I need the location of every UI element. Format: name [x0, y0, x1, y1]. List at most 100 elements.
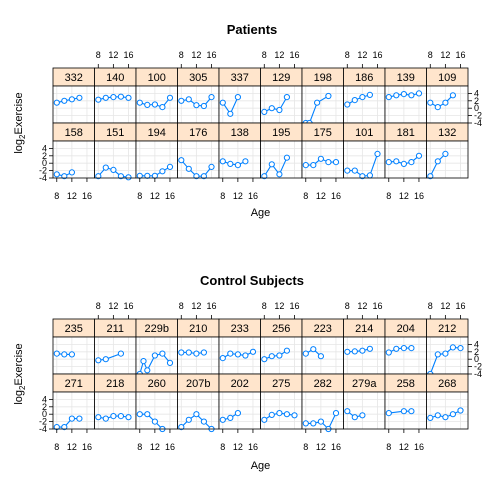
- panel: 233: [218, 318, 261, 375]
- data-point: [136, 411, 143, 418]
- series-line: [388, 347, 412, 353]
- data-point: [234, 410, 241, 417]
- data-point: [385, 94, 392, 101]
- data-point: [159, 104, 166, 111]
- panel: 210 8 12 16: [177, 301, 220, 375]
- data-point: [102, 94, 109, 101]
- panel-background: [385, 141, 427, 178]
- series-line: [347, 348, 371, 353]
- data-point: [415, 90, 423, 97]
- panel: 140 8 12 16: [94, 50, 137, 124]
- data-point: [359, 412, 366, 419]
- x-tick-label: 16: [206, 301, 216, 311]
- panel: 258 8 12 16: [384, 373, 427, 452]
- data-point: [434, 158, 441, 165]
- x-tick-label: 12: [316, 191, 326, 201]
- data-point: [102, 356, 109, 363]
- data-point: [68, 169, 76, 176]
- data-point: [227, 414, 234, 421]
- panel: 204: [384, 318, 427, 375]
- data-point: [53, 171, 60, 178]
- panel: 229b: [135, 318, 178, 378]
- panel-strip-label: 233: [231, 323, 249, 335]
- panel-border: [426, 391, 469, 430]
- x-tick-label: 16: [206, 50, 216, 60]
- data-point: [302, 162, 309, 169]
- data-point: [125, 414, 132, 421]
- x-tick-label: 8: [345, 50, 350, 60]
- panel-background: [53, 392, 95, 429]
- data-point: [408, 92, 415, 99]
- data-point: [166, 359, 174, 366]
- data-point: [393, 345, 400, 352]
- x-tick-label: 16: [331, 191, 341, 201]
- x-tick-label: 12: [191, 301, 201, 311]
- data-point: [283, 94, 290, 101]
- data-point: [276, 171, 283, 178]
- series-line: [264, 96, 288, 113]
- panel-strip-label: 198: [314, 72, 332, 84]
- panel-strip-label: 158: [65, 127, 83, 139]
- panel-strip-label: 202: [231, 378, 249, 390]
- data-point: [385, 159, 392, 166]
- data-point: [234, 94, 241, 101]
- chart-title: Patients: [227, 22, 278, 37]
- panel-strip-label: 211: [106, 323, 124, 335]
- data-point: [408, 345, 415, 352]
- x-tick-label: 8: [54, 442, 59, 452]
- panel: 175 8 12 16: [301, 122, 344, 201]
- data-point: [427, 173, 434, 180]
- x-tick-label: 8: [137, 442, 142, 452]
- data-point: [434, 412, 441, 419]
- panel: 186 8 12 16: [343, 50, 386, 124]
- x-tick-label: 8: [179, 50, 184, 60]
- data-point: [95, 414, 102, 421]
- panel: 151: [94, 122, 137, 181]
- data-point: [53, 99, 60, 106]
- data-point: [193, 102, 200, 109]
- panel-strip-label: 204: [397, 323, 415, 335]
- panel-background: [426, 141, 468, 178]
- data-point: [314, 99, 321, 106]
- data-point: [268, 161, 275, 168]
- data-point: [227, 110, 234, 117]
- data-point: [200, 102, 207, 110]
- panel-background: [343, 392, 385, 429]
- panel: 256 8 12 16: [260, 301, 303, 375]
- panel-strip-label: 337: [231, 72, 249, 84]
- x-tick-label: 8: [96, 50, 101, 60]
- x-tick-label: 12: [274, 50, 284, 60]
- data-point: [366, 172, 373, 179]
- data-point: [219, 99, 226, 106]
- data-point: [449, 411, 456, 418]
- data-point: [325, 159, 332, 166]
- data-point: [442, 99, 449, 106]
- x-tick-label: 12: [274, 301, 284, 311]
- data-point: [283, 411, 290, 418]
- data-point: [208, 94, 215, 101]
- panel: 100: [135, 67, 178, 124]
- panel: 275: [260, 373, 303, 430]
- data-point: [95, 96, 102, 103]
- y-tick-label: 4: [42, 394, 47, 404]
- data-point: [400, 345, 407, 352]
- data-point: [242, 352, 249, 359]
- data-point: [144, 101, 151, 109]
- panel-strip-label: 332: [65, 72, 83, 84]
- data-point: [110, 413, 117, 420]
- y-axis-label-subscript: 2: [18, 134, 27, 139]
- data-point: [61, 351, 68, 358]
- x-tick-label: 16: [289, 301, 299, 311]
- data-point: [61, 97, 68, 104]
- panel-strip-label: 271: [65, 378, 83, 390]
- panel: 211 8 12 16: [94, 301, 137, 375]
- data-point: [457, 345, 464, 352]
- x-tick-label: 12: [316, 442, 326, 452]
- panel: 138 8 12 16: [218, 122, 261, 201]
- panel-strip-label: 176: [189, 127, 207, 139]
- data-point: [166, 94, 174, 101]
- data-point: [359, 173, 366, 180]
- y-tick-label: 2: [474, 96, 479, 106]
